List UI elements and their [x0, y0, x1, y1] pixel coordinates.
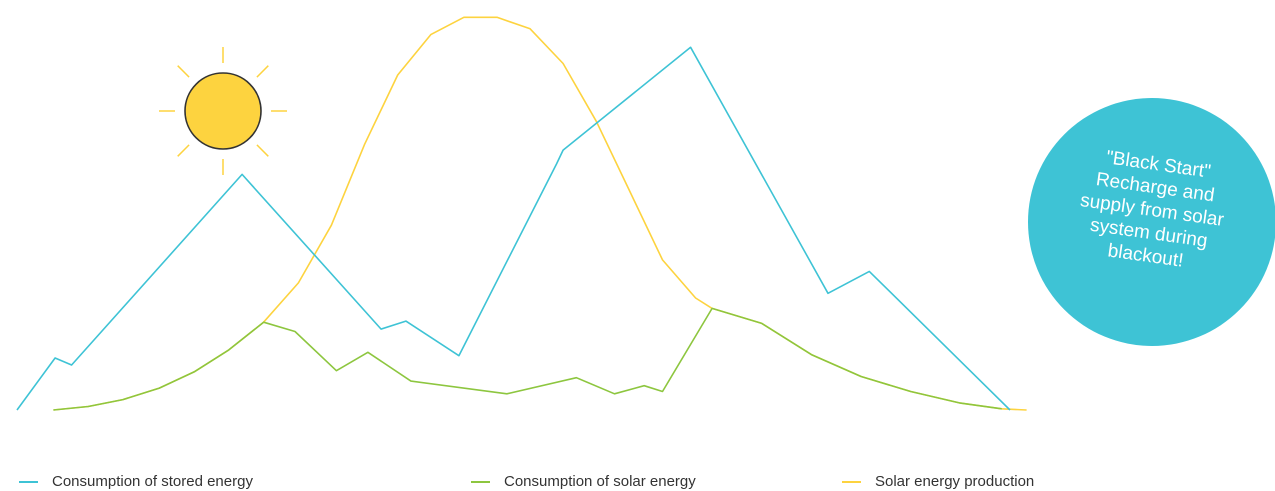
series-layer	[16, 16, 1027, 411]
legend-swatch-stored	[19, 480, 38, 483]
series-line-stored	[16, 46, 1011, 411]
legend-item-stored: Consumption of stored energy	[19, 472, 253, 491]
series-line-solar-production	[53, 16, 1027, 411]
sun-ray	[177, 65, 190, 78]
legend-item-solar-production: Solar energy production	[842, 472, 1034, 491]
legend-swatch-solar-production	[842, 480, 861, 483]
legend-label-solar-production: Solar energy production	[875, 473, 1035, 490]
sun-disc	[184, 72, 262, 150]
black-start-badge: "Black Start" Recharge and supply from s…	[1028, 98, 1275, 346]
sun-ray	[177, 144, 190, 157]
sun-icon	[159, 47, 287, 175]
sun-ray	[256, 65, 269, 78]
legend-label-solar-consumption: Consumption of solar energy	[504, 473, 696, 490]
black-start-annotation: "Black Start" Recharge and supply from s…	[1060, 141, 1244, 279]
chart-legend: Consumption of stored energy Consumption…	[0, 472, 1275, 491]
legend-item-solar-consumption: Consumption of solar energy	[471, 472, 696, 491]
legend-swatch-solar-consumption	[471, 480, 490, 483]
sun-ray	[256, 144, 269, 157]
legend-label-stored: Consumption of stored energy	[52, 473, 253, 490]
series-line-solar-consumption	[53, 307, 1002, 411]
